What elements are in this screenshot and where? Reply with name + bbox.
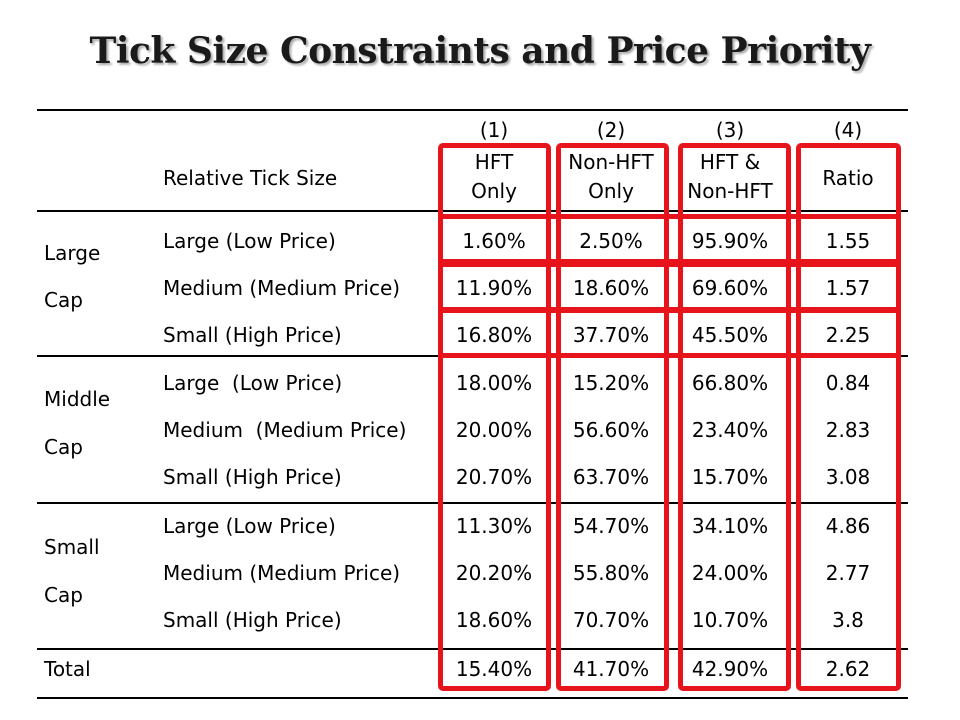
table-rule: [37, 697, 908, 699]
total-label: Total: [44, 657, 91, 681]
table-cell: 4.86: [825, 514, 871, 538]
tick-size-label: Small (High Price): [163, 323, 342, 347]
table-rule: [37, 648, 908, 650]
table-cell: 3.8: [832, 608, 864, 632]
row-highlight-box: [438, 308, 901, 358]
tick-size-label: Medium (Medium Price): [163, 276, 401, 300]
group-label: Large: [44, 241, 101, 265]
table-cell: 2.77: [825, 561, 871, 585]
table-cell: 15.20%: [572, 371, 650, 395]
table-cell: 18.60%: [572, 276, 650, 300]
tick-size-header: Relative Tick Size: [163, 166, 338, 190]
table-cell: 95.90%: [691, 229, 769, 253]
column-number: (2): [596, 118, 626, 142]
tick-size-label: Large (Low Price): [163, 371, 343, 395]
group-label: Cap: [44, 583, 83, 607]
row-highlight-box: [438, 214, 901, 264]
table-cell: 2.50%: [579, 229, 643, 253]
column-number: (4): [833, 118, 863, 142]
tick-size-label: Medium (Medium Price): [163, 418, 407, 442]
table-cell: 3.08: [825, 465, 871, 489]
table-cell: 63.70%: [572, 465, 650, 489]
group-label: Cap: [44, 288, 83, 312]
table-cell: 11.90%: [455, 276, 533, 300]
column-number: (1): [479, 118, 509, 142]
table-cell: 2.25: [825, 323, 871, 347]
table-cell: 20.70%: [455, 465, 533, 489]
column-header: Non-HFT: [687, 179, 773, 203]
table-cell: 18.00%: [455, 371, 533, 395]
table-cell: 45.50%: [691, 323, 769, 347]
table-cell: 18.60%: [455, 608, 533, 632]
table-cell: 54.70%: [572, 514, 650, 538]
table-cell: 10.70%: [691, 608, 769, 632]
table-cell: 15.70%: [691, 465, 769, 489]
column-header: Only: [588, 179, 634, 203]
table-cell: 15.40%: [455, 657, 533, 681]
tick-size-label: Small (High Price): [163, 608, 342, 632]
column-highlight-box: [796, 143, 901, 691]
table-cell: 1.55: [825, 229, 871, 253]
table-rule: [37, 210, 908, 212]
column-header: HFT &: [699, 150, 761, 174]
table-cell: 23.40%: [691, 418, 769, 442]
column-number: (3): [715, 118, 745, 142]
table-cell: 66.80%: [691, 371, 769, 395]
row-highlight-box: [438, 262, 901, 312]
table-cell: 20.20%: [455, 561, 533, 585]
table-cell: 20.00%: [455, 418, 533, 442]
table-rule: [37, 109, 908, 111]
column-header: HFT: [474, 150, 514, 174]
tick-size-label: Large (Low Price): [163, 229, 336, 253]
column-header: Non-HFT: [568, 150, 654, 174]
slide-title: Tick Size Constraints and Price Priority: [89, 30, 871, 72]
column-highlight-box: [678, 143, 791, 691]
table-cell: 1.60%: [462, 229, 526, 253]
table-cell: 55.80%: [572, 561, 650, 585]
group-label: Cap: [44, 435, 83, 459]
table-cell: 11.30%: [455, 514, 533, 538]
table-cell: 16.80%: [455, 323, 533, 347]
table-cell: 69.60%: [691, 276, 769, 300]
table-cell: 2.83: [825, 418, 871, 442]
table-cell: 70.70%: [572, 608, 650, 632]
table-cell: 24.00%: [691, 561, 769, 585]
table-cell: 2.62: [825, 657, 871, 681]
table-cell: 56.60%: [572, 418, 650, 442]
tick-size-label: Medium (Medium Price): [163, 561, 401, 585]
column-header: Only: [471, 179, 517, 203]
table-cell: 1.57: [825, 276, 871, 300]
table-cell: 41.70%: [572, 657, 650, 681]
table-cell: 42.90%: [691, 657, 769, 681]
tick-size-label: Small (High Price): [163, 465, 342, 489]
column-highlight-box: [556, 143, 669, 691]
tick-size-label: Large (Low Price): [163, 514, 336, 538]
group-label: Small: [44, 535, 100, 559]
column-header: Ratio: [822, 166, 874, 190]
table-cell: 34.10%: [691, 514, 769, 538]
group-label: Middle: [44, 387, 111, 411]
table-cell: 37.70%: [572, 323, 650, 347]
column-highlight-box: [438, 143, 551, 691]
table-rule: [37, 502, 908, 504]
table-cell: 0.84: [825, 371, 871, 395]
